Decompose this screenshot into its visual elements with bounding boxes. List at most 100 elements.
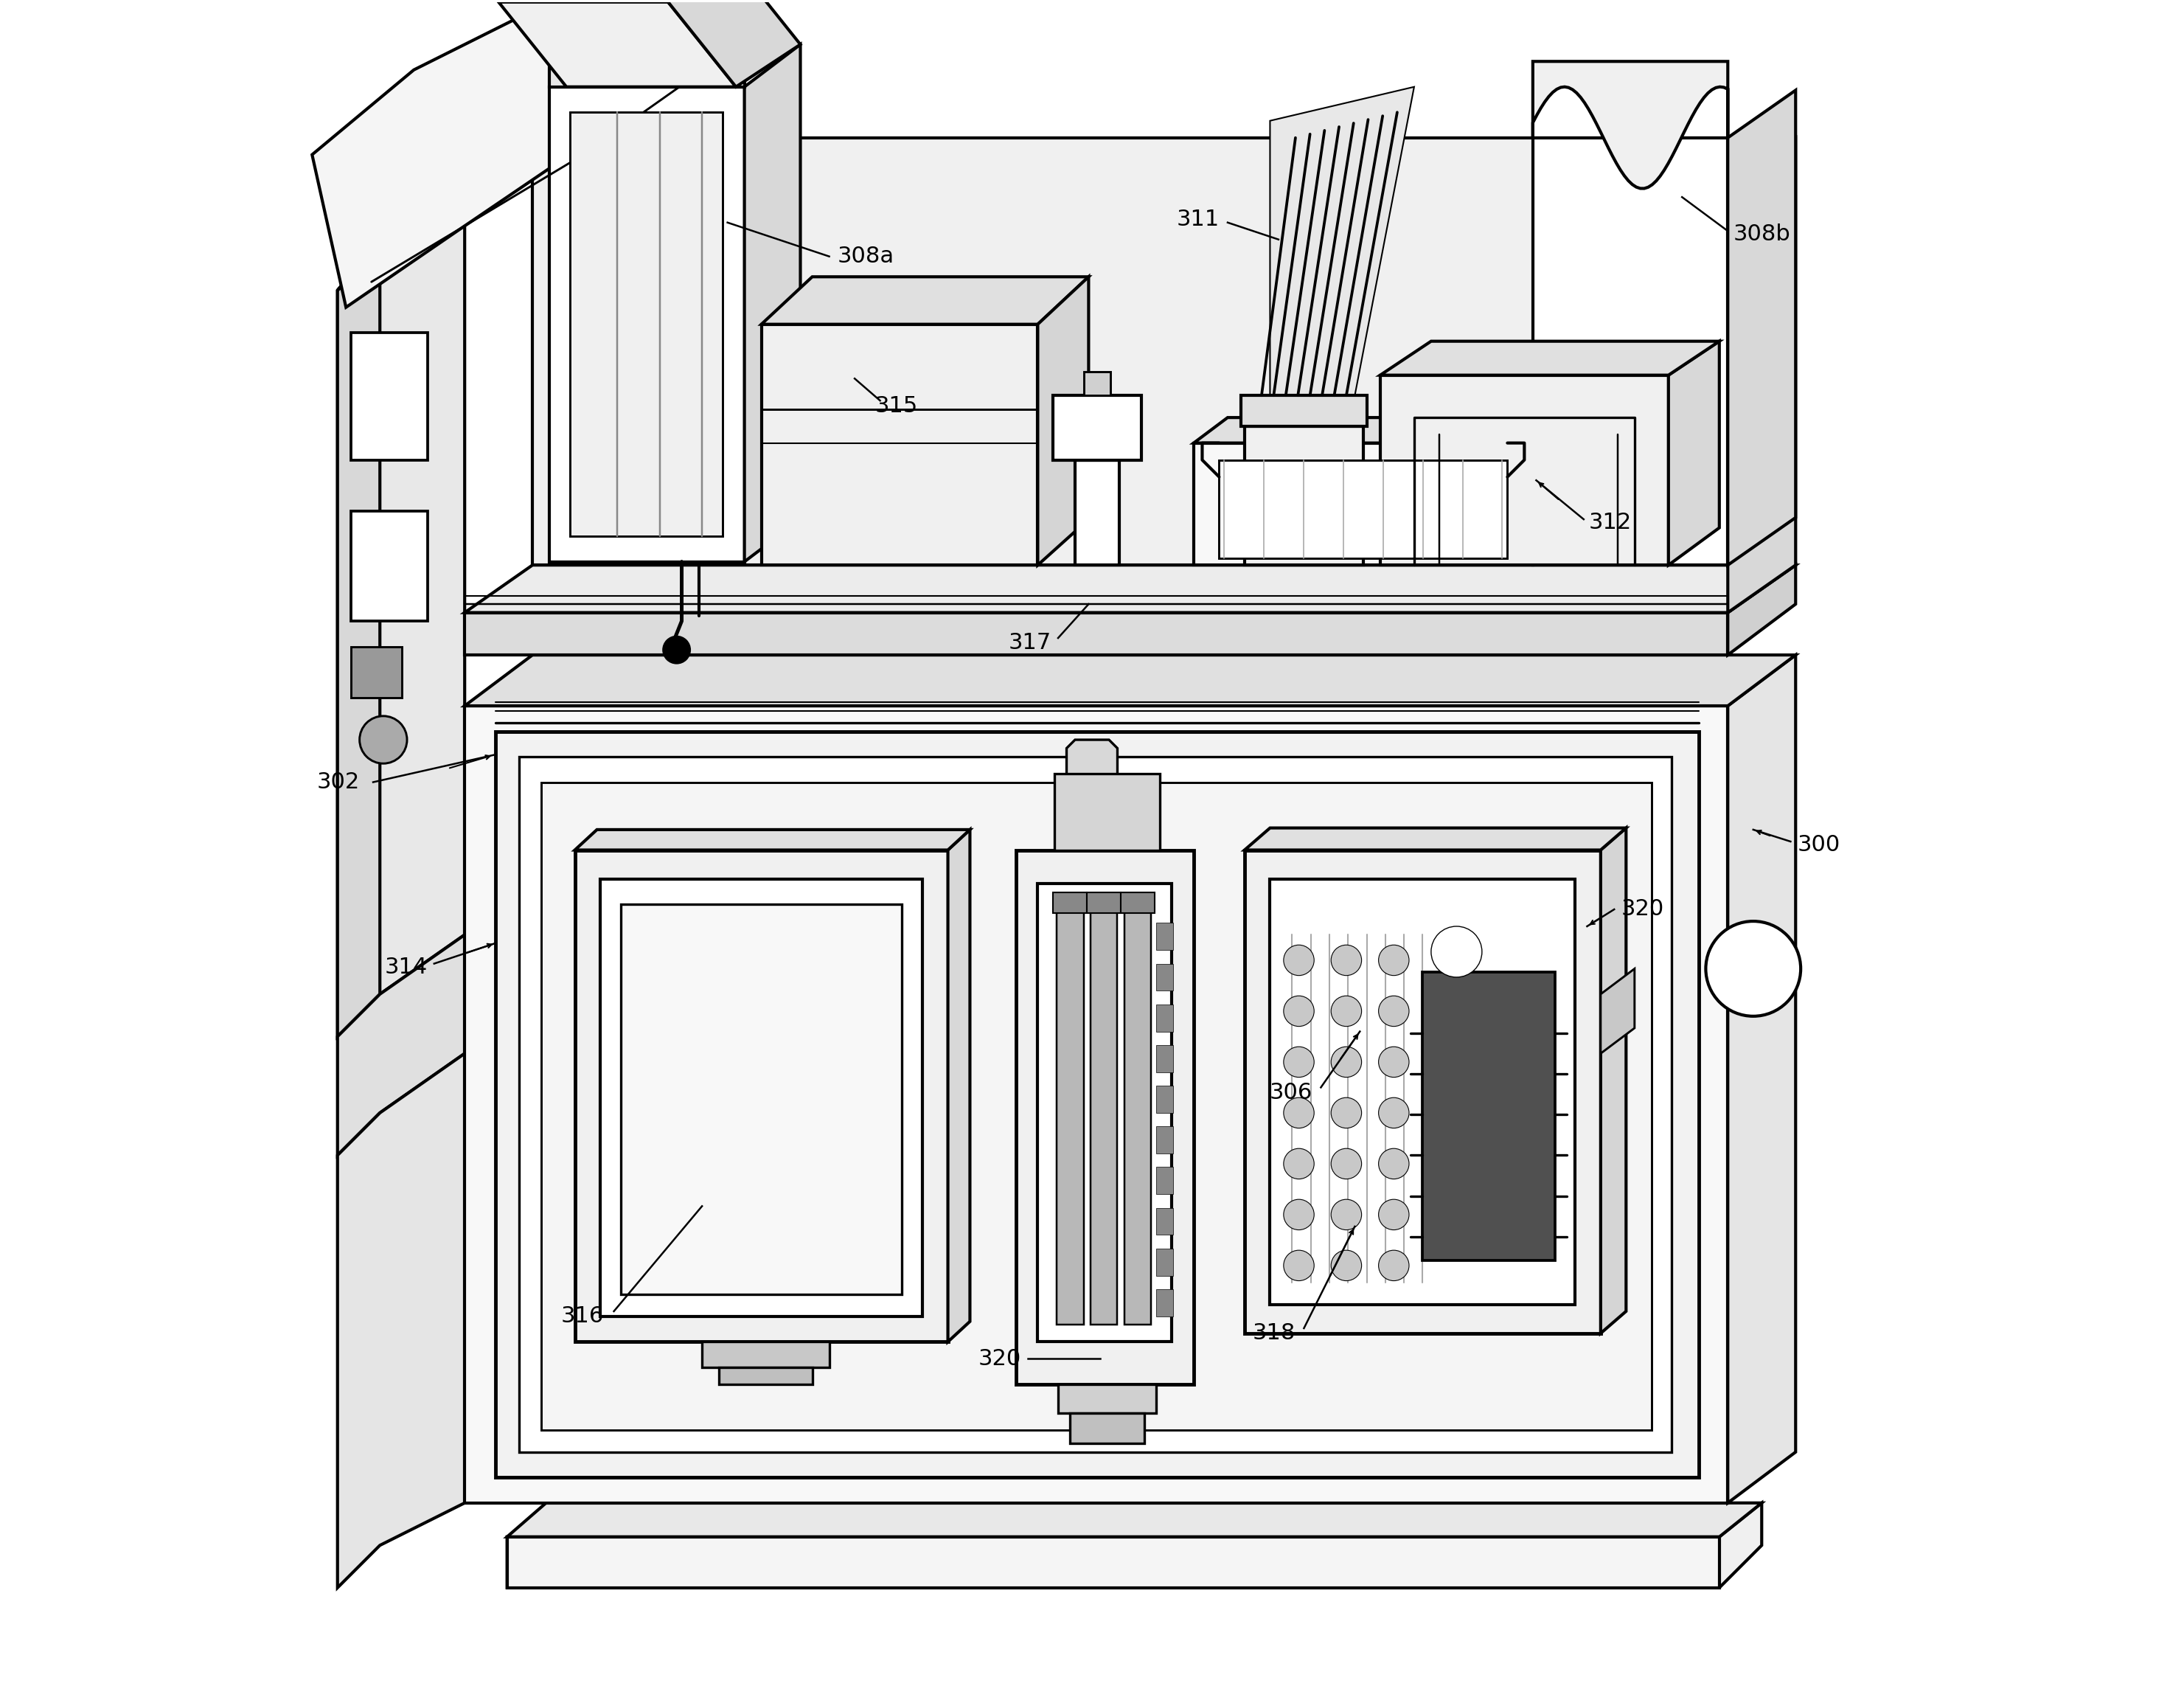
Polygon shape <box>1125 910 1151 1324</box>
Circle shape <box>1378 1250 1409 1280</box>
Circle shape <box>1378 1098 1409 1129</box>
Bar <box>1155 1168 1173 1195</box>
Circle shape <box>1330 1047 1361 1078</box>
Polygon shape <box>1070 1413 1144 1443</box>
Polygon shape <box>1728 138 1795 612</box>
Text: 318: 318 <box>1251 1323 1295 1345</box>
Text: 311: 311 <box>1177 209 1219 230</box>
Text: 320: 320 <box>1621 899 1664 920</box>
Polygon shape <box>1601 828 1627 1333</box>
Bar <box>1155 1046 1173 1073</box>
Circle shape <box>1378 945 1409 976</box>
Polygon shape <box>533 138 1795 564</box>
Polygon shape <box>1245 828 1627 850</box>
Polygon shape <box>1057 910 1083 1324</box>
Circle shape <box>1378 1047 1409 1078</box>
Polygon shape <box>1728 564 1795 654</box>
Polygon shape <box>745 44 799 561</box>
Polygon shape <box>1053 396 1142 461</box>
Bar <box>1155 1127 1173 1154</box>
Polygon shape <box>1245 427 1363 564</box>
Bar <box>352 333 428 461</box>
Polygon shape <box>1241 396 1367 427</box>
Polygon shape <box>1728 90 1795 564</box>
Polygon shape <box>465 564 1795 612</box>
Polygon shape <box>1533 138 1728 564</box>
Circle shape <box>1284 1250 1315 1280</box>
Circle shape <box>1378 1149 1409 1180</box>
Polygon shape <box>1057 1384 1155 1413</box>
Bar <box>1155 964 1173 991</box>
Polygon shape <box>312 0 745 308</box>
Circle shape <box>1284 1047 1315 1078</box>
Circle shape <box>1284 996 1315 1027</box>
Polygon shape <box>620 904 902 1294</box>
Circle shape <box>1284 1149 1315 1180</box>
Text: 317: 317 <box>1009 632 1051 654</box>
Polygon shape <box>668 0 799 87</box>
Text: 300: 300 <box>1797 835 1841 855</box>
Polygon shape <box>1195 444 1533 564</box>
Polygon shape <box>507 1503 1762 1588</box>
Polygon shape <box>339 172 465 1037</box>
Circle shape <box>664 636 690 663</box>
Polygon shape <box>339 1054 465 1588</box>
Polygon shape <box>542 782 1651 1430</box>
Polygon shape <box>719 1367 812 1384</box>
Polygon shape <box>601 879 922 1316</box>
Text: 302: 302 <box>317 772 360 792</box>
Polygon shape <box>1037 277 1088 564</box>
Polygon shape <box>339 240 380 1037</box>
Polygon shape <box>1066 740 1118 782</box>
Text: 315: 315 <box>876 394 917 416</box>
Circle shape <box>1330 1149 1361 1180</box>
Polygon shape <box>520 756 1671 1452</box>
Circle shape <box>1706 921 1800 1017</box>
Polygon shape <box>1533 61 1728 189</box>
Polygon shape <box>550 44 745 87</box>
Bar <box>1155 1086 1173 1114</box>
Text: 306: 306 <box>1269 1081 1313 1103</box>
Polygon shape <box>1088 892 1120 913</box>
Circle shape <box>1330 996 1361 1027</box>
Bar <box>1422 972 1555 1260</box>
Text: 320: 320 <box>978 1348 1020 1370</box>
Polygon shape <box>574 830 970 850</box>
Bar <box>1155 923 1173 950</box>
Text: 312: 312 <box>1588 512 1631 534</box>
Polygon shape <box>465 612 1728 654</box>
Polygon shape <box>1271 87 1413 396</box>
Polygon shape <box>1380 342 1719 376</box>
Polygon shape <box>507 1537 1719 1588</box>
Circle shape <box>1330 1098 1361 1129</box>
Polygon shape <box>1271 879 1575 1304</box>
Polygon shape <box>1016 850 1195 1384</box>
Polygon shape <box>1245 850 1601 1333</box>
Text: 316: 316 <box>561 1306 603 1328</box>
Polygon shape <box>465 706 1728 1503</box>
Circle shape <box>1330 1250 1361 1280</box>
Polygon shape <box>1669 342 1719 564</box>
Polygon shape <box>1075 461 1118 564</box>
Polygon shape <box>1053 892 1088 913</box>
Polygon shape <box>762 325 1037 564</box>
Bar <box>1155 1005 1173 1032</box>
Circle shape <box>1330 945 1361 976</box>
Circle shape <box>1284 1200 1315 1229</box>
Polygon shape <box>1055 774 1160 850</box>
Circle shape <box>1284 1098 1315 1129</box>
Polygon shape <box>1195 418 1566 444</box>
Circle shape <box>1431 927 1483 978</box>
Polygon shape <box>1728 654 1795 1503</box>
Polygon shape <box>1083 372 1112 396</box>
Bar <box>1155 1248 1173 1275</box>
Text: 314: 314 <box>384 957 428 978</box>
Circle shape <box>1378 996 1409 1027</box>
Circle shape <box>360 716 406 763</box>
Polygon shape <box>701 1341 830 1367</box>
Polygon shape <box>339 172 465 291</box>
Text: 308b: 308b <box>1732 224 1791 245</box>
Polygon shape <box>507 1503 1762 1537</box>
Polygon shape <box>1120 892 1155 913</box>
Circle shape <box>1284 945 1315 976</box>
